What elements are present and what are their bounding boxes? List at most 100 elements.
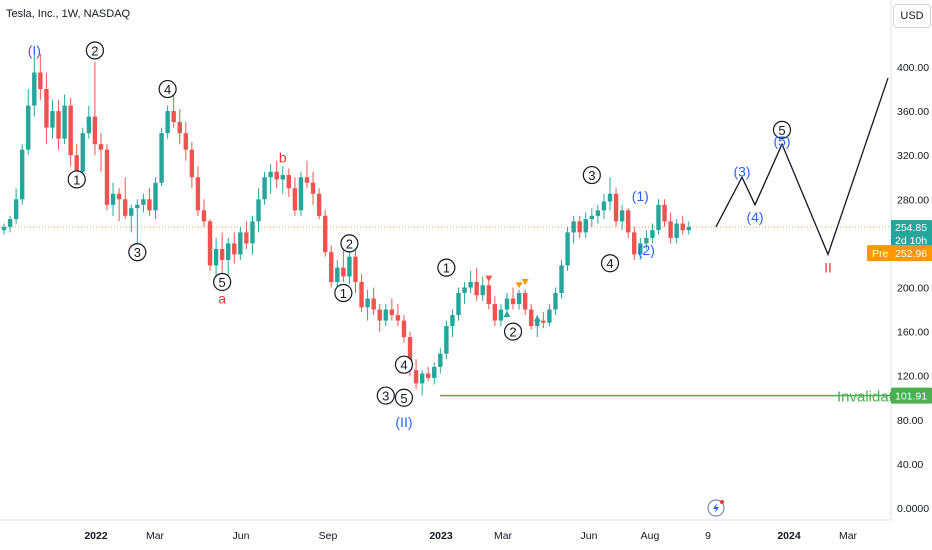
time-axis[interactable]: 2022 Mar Jun Sep 2023 Mar Jun Aug 9 2024 Mar bbox=[84, 530, 857, 542]
candle-body bbox=[13, 199, 19, 220]
candle-body bbox=[644, 237, 649, 244]
candle-body bbox=[389, 309, 395, 316]
candle-body bbox=[268, 171, 273, 178]
time-tick-label: Mar bbox=[494, 530, 513, 542]
candle-body bbox=[529, 309, 534, 327]
wave-label: (I) bbox=[28, 42, 41, 58]
invalidation-tag: 101.91 bbox=[891, 387, 932, 404]
signal-markers bbox=[485, 275, 541, 322]
candle-body bbox=[462, 287, 467, 294]
candle-body bbox=[407, 337, 413, 371]
wave-label: 3 bbox=[376, 386, 395, 405]
time-tick-label: Sep bbox=[319, 530, 338, 542]
wave-label: 4 bbox=[600, 254, 620, 273]
candle-body bbox=[559, 265, 564, 294]
wave-label-text: 1 bbox=[443, 261, 450, 276]
wave-label: 1 bbox=[67, 170, 86, 189]
candle-body bbox=[565, 232, 570, 266]
projection-path bbox=[715, 77, 889, 257]
candle-body bbox=[656, 204, 661, 231]
candle-body bbox=[468, 281, 473, 288]
price-tick-label: 40.00 bbox=[897, 459, 923, 471]
wave-label: 5 bbox=[213, 272, 232, 292]
wave-label: 1 bbox=[334, 283, 353, 303]
candle-body bbox=[74, 155, 79, 172]
candle-body bbox=[195, 177, 201, 211]
candle-body bbox=[329, 252, 334, 282]
candle-body bbox=[607, 193, 613, 202]
candle-body bbox=[662, 204, 667, 222]
time-tick-label: Mar bbox=[146, 530, 165, 542]
wave-label: a bbox=[218, 291, 226, 307]
candle-body bbox=[401, 320, 407, 338]
currency-button[interactable]: USD bbox=[893, 4, 931, 28]
candle-body bbox=[92, 116, 98, 145]
candle-body bbox=[207, 221, 213, 266]
wave-label-circle bbox=[158, 79, 177, 99]
candle-body bbox=[219, 248, 225, 260]
candle-body bbox=[304, 177, 310, 183]
candle-body bbox=[19, 149, 25, 200]
wave-label-text: 4 bbox=[400, 358, 407, 373]
candle-body bbox=[171, 111, 176, 123]
wave-label-circle bbox=[376, 386, 395, 405]
candle-body bbox=[680, 223, 685, 231]
wave-label-text: (3) bbox=[733, 164, 750, 180]
pre-market-label: Pre bbox=[872, 248, 889, 260]
candle-body bbox=[674, 223, 679, 238]
candle-body bbox=[238, 232, 243, 255]
pre-market-label-bg bbox=[867, 245, 891, 262]
candle-body bbox=[613, 193, 619, 222]
wave-label-circle bbox=[85, 41, 105, 60]
wave-label-text: 5 bbox=[219, 275, 226, 290]
wave-label: (2) bbox=[638, 242, 655, 258]
candle-body bbox=[165, 111, 170, 134]
candle-body bbox=[316, 193, 322, 216]
wave-label-text: b bbox=[279, 149, 287, 165]
wave-label-circle bbox=[334, 283, 353, 303]
candle-body bbox=[486, 285, 491, 305]
wave-label-circle bbox=[600, 254, 620, 273]
candle-body bbox=[456, 293, 461, 316]
wave-labels: (I) 21345ab21345(II)1234(1)(2)(3)(4)5(5)I… bbox=[28, 41, 832, 430]
signal-triangle bbox=[515, 282, 523, 289]
wave-label-circle bbox=[503, 322, 523, 341]
candle-body bbox=[474, 281, 479, 296]
candlestick-series bbox=[1, 53, 691, 396]
wave-label-text: (I) bbox=[28, 42, 41, 58]
candle-body bbox=[595, 210, 601, 216]
wave-label: (5) bbox=[773, 133, 790, 149]
candle-body bbox=[141, 199, 146, 205]
candle-body bbox=[32, 72, 37, 106]
candle-body bbox=[426, 373, 431, 378]
candle-body bbox=[432, 366, 437, 378]
price-axis[interactable]: 0.000040.0080.00120.00160.00200.00240.00… bbox=[897, 62, 929, 515]
candle-body bbox=[541, 320, 546, 323]
last-price-tag-text: 2d 10h bbox=[895, 235, 927, 247]
signal-triangle bbox=[503, 310, 511, 317]
candle-body bbox=[213, 248, 219, 266]
price-tick-label: 360.00 bbox=[897, 106, 929, 118]
wave-label: (1) bbox=[632, 188, 649, 204]
candle-body bbox=[7, 219, 13, 227]
invalidation-tag-text: 101.91 bbox=[895, 391, 927, 403]
pre-market-value: 252.96 bbox=[895, 248, 927, 260]
wave-label: 3 bbox=[128, 243, 147, 262]
signal-triangle bbox=[533, 315, 541, 322]
candle-body bbox=[341, 267, 346, 277]
candle-body bbox=[583, 219, 588, 233]
last-price-tag-text: 254.85 bbox=[895, 222, 927, 234]
candle-body bbox=[129, 208, 134, 216]
candle-body bbox=[365, 298, 370, 308]
candle-body bbox=[371, 298, 376, 310]
wave-label-text: a bbox=[218, 291, 226, 307]
candle-body bbox=[135, 204, 140, 209]
price-tick-label: 400.00 bbox=[897, 62, 929, 74]
candle-body bbox=[438, 353, 443, 367]
symbol-title: Tesla, Inc., 1W, NASDAQ bbox=[6, 8, 131, 20]
wave-label-circle bbox=[67, 170, 86, 189]
candle-body bbox=[383, 309, 388, 321]
wave-label-text: (1) bbox=[632, 188, 649, 204]
lightning-icon[interactable] bbox=[707, 499, 725, 517]
